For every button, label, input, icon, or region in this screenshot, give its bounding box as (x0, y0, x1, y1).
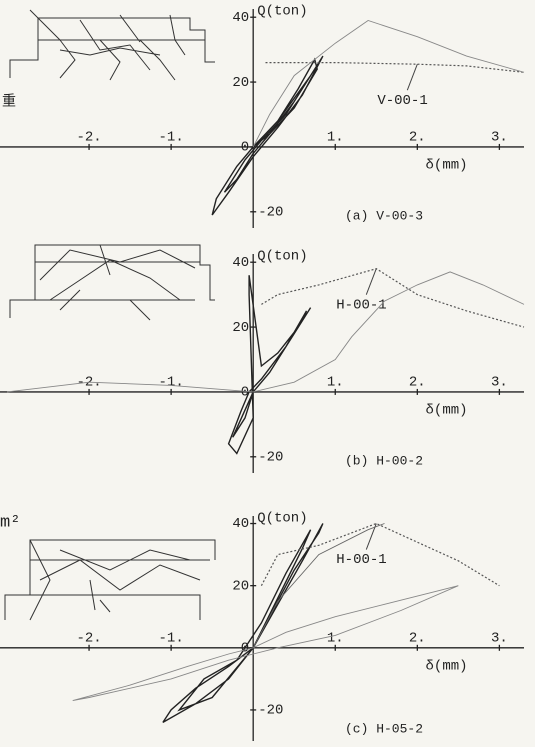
x-axis-title: δ(mm) (426, 659, 468, 675)
panels: -2. -1. 1. 2. 3. -20 0 20 40 Q(ton) δ(mm) (a) V-00-… (0, 4, 524, 741)
caption: (c) H-05-2 (345, 721, 423, 736)
series-line (253, 21, 524, 147)
x-tick-label: 2. (409, 375, 426, 391)
y-tick-label: 40 (232, 516, 249, 532)
x-tick-label: 2. (409, 631, 426, 647)
x-tick-label: -2. (76, 631, 101, 647)
x-axis-title: δ(mm) (426, 403, 468, 419)
series-line (73, 586, 459, 701)
series-label: H-00-1 (336, 552, 386, 568)
series-line (212, 56, 323, 215)
y-tick-label: -20 (258, 449, 283, 465)
y-tick-label: -20 (258, 204, 283, 220)
x-tick-label: -1. (159, 631, 184, 647)
leader-line (407, 64, 417, 90)
series-label: H-00-1 (336, 297, 386, 313)
x-tick-label: 3. (491, 375, 508, 391)
x-tick-label: 3. (491, 130, 508, 146)
series-line (163, 524, 323, 723)
y-tick-label: 40 (232, 10, 249, 26)
y-axis-title: Q(ton) (257, 511, 307, 527)
caption: (a) V-00-3 (345, 208, 423, 223)
x-tick-label: -2. (76, 130, 101, 146)
x-tick-label: 1. (327, 375, 344, 391)
series-line (253, 524, 384, 648)
crack-sketch (5, 10, 215, 620)
x-tick-label: -1. (159, 130, 184, 146)
y-tick-label: -20 (258, 703, 283, 719)
series-label: V-00-1 (377, 93, 427, 109)
x-tick-label: 3. (491, 631, 508, 647)
caption: (b) H-00-2 (345, 453, 423, 468)
x-axis-title: δ(mm) (426, 158, 468, 174)
figure: 重 m² -2. -1. 1. 2. 3. -20 0 20 40 Q(ton) δ(mm) (a) … (0, 0, 535, 747)
y-tick-label: 20 (232, 320, 249, 336)
y-tick-label: 40 (232, 255, 249, 271)
x-tick-label: -1. (159, 375, 184, 391)
margin-text: m² (0, 513, 20, 532)
leader-line (366, 269, 376, 295)
series-line (229, 275, 311, 453)
y-tick-label: 20 (232, 75, 249, 91)
y-tick-label: 20 (232, 578, 249, 594)
margin-text: 重 (2, 94, 16, 111)
y-axis-title: Q(ton) (257, 4, 307, 20)
x-tick-label: 1. (327, 130, 344, 146)
series-line (261, 269, 524, 327)
x-tick-label: 2. (409, 130, 426, 146)
y-tick-label: 0 (241, 385, 249, 401)
y-axis-title: Q(ton) (257, 249, 307, 265)
